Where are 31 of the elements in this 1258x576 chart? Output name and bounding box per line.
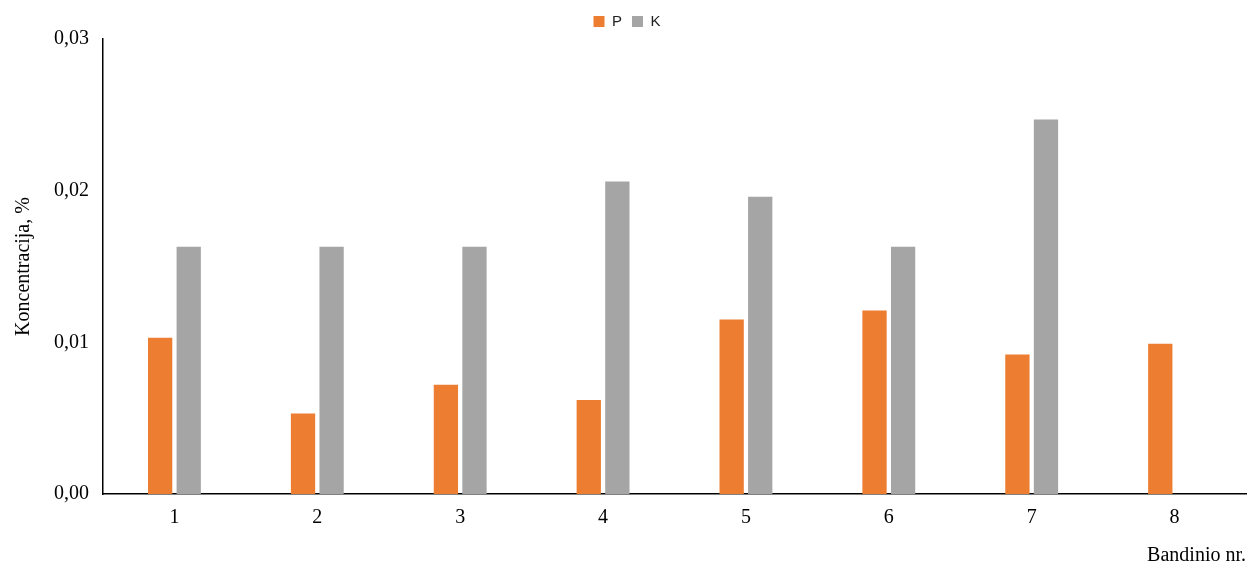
y-tick-label: 0,01 <box>54 329 89 352</box>
bar <box>148 337 173 494</box>
x-tick-label: 4 <box>598 505 609 528</box>
bar <box>290 413 316 494</box>
bar <box>719 319 744 494</box>
bar <box>1005 354 1030 494</box>
bar <box>1148 343 1173 494</box>
y-tick-label: 0,00 <box>54 481 89 504</box>
bar <box>748 196 773 494</box>
y-axis-title: Koncentracija, % <box>11 197 35 336</box>
bar <box>433 384 459 494</box>
x-axis-title: Bandinio nr. <box>1147 543 1246 566</box>
legend-label: K <box>650 11 661 29</box>
bar <box>576 399 601 494</box>
x-tick-label: 1 <box>169 505 180 528</box>
bar <box>862 310 887 494</box>
y-tick-label: 0,03 <box>54 26 89 49</box>
bar <box>605 181 630 494</box>
bar <box>1033 119 1059 494</box>
x-tick-label: 5 <box>740 505 751 528</box>
bar <box>319 246 344 494</box>
x-tick-label: 7 <box>1026 505 1037 528</box>
x-tick-label: 2 <box>312 505 323 528</box>
x-tick-label: 3 <box>455 505 466 528</box>
bar <box>462 246 487 494</box>
y-tick-label: 0,02 <box>54 177 89 200</box>
legend-label: P <box>612 11 623 29</box>
x-tick-label: 8 <box>1169 505 1180 528</box>
bar <box>176 246 201 494</box>
bar <box>890 246 916 494</box>
x-tick-label: 6 <box>883 505 894 528</box>
